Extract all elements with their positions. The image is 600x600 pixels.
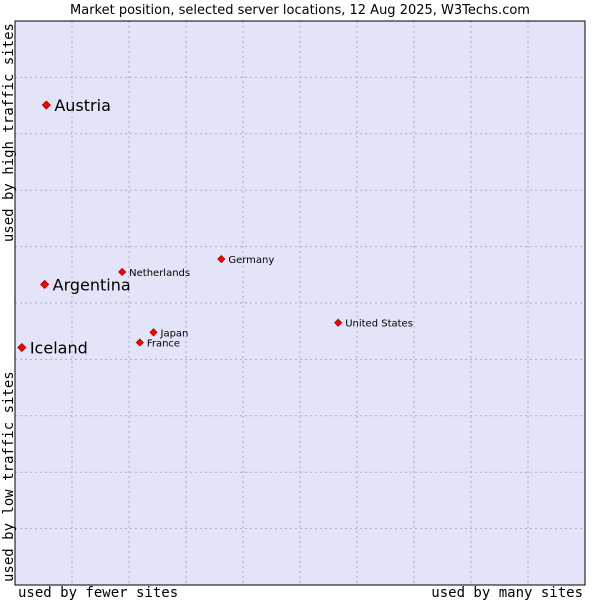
y-axis-label-high-traffic: used by high traffic sites	[1, 23, 17, 242]
chart-title: Market position, selected server locatio…	[70, 3, 530, 18]
x-axis-label-many-sites: used by many sites	[431, 585, 583, 600]
point-label-iceland: Iceland	[30, 339, 88, 358]
data-point-germany: Germany	[217, 254, 274, 266]
data-point-japan: Japan	[149, 328, 189, 339]
point-label-argentina: Argentina	[53, 275, 131, 294]
point-label-france: France	[147, 338, 180, 349]
marker-united-states	[334, 318, 343, 327]
marker-austria	[41, 100, 51, 110]
x-axis-label-fewer-sites: used by fewer sites	[18, 585, 178, 600]
point-label-austria: Austria	[54, 96, 111, 115]
data-point-argentina: Argentina	[40, 275, 131, 294]
data-point-austria: Austria	[41, 96, 111, 115]
grid-lines	[15, 21, 585, 585]
data-point-netherlands: Netherlands	[118, 267, 190, 279]
data-point-france: France	[135, 338, 180, 349]
marker-france	[135, 338, 144, 347]
y-axis-label-low-traffic: used by low traffic sites	[1, 371, 17, 582]
data-points: Austria Argentina Iceland Netherlands German…	[17, 96, 413, 358]
data-point-united-states: United States	[334, 318, 413, 330]
marker-japan	[149, 328, 158, 337]
marker-iceland	[17, 342, 27, 353]
marker-argentina	[40, 279, 50, 289]
data-point-iceland: Iceland	[17, 339, 88, 358]
marker-germany	[217, 254, 226, 264]
plot-frame	[14, 20, 586, 586]
point-label-japan: Japan	[160, 328, 189, 339]
point-label-united-states: United States	[345, 319, 413, 330]
point-label-netherlands: Netherlands	[129, 268, 190, 279]
marker-netherlands	[118, 267, 127, 277]
point-label-germany: Germany	[228, 255, 274, 266]
